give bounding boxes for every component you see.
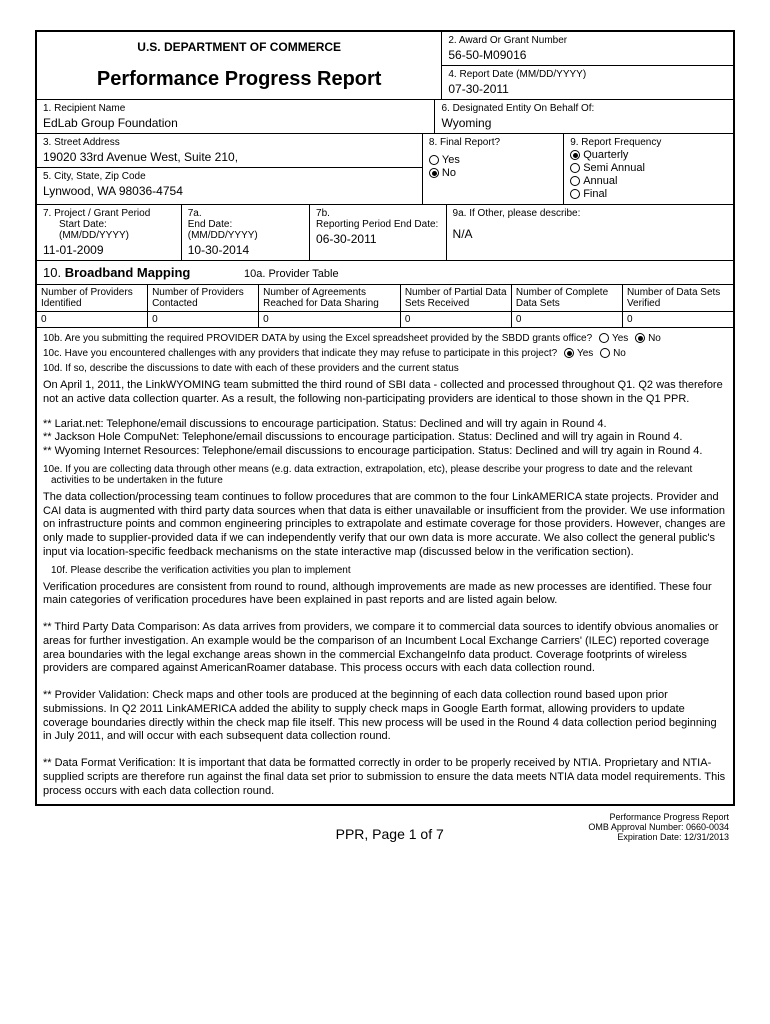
q10c-yes-option[interactable]: Yes xyxy=(564,348,593,359)
final-yes-option[interactable]: Yes xyxy=(429,154,557,166)
footer-page: PPR, Page 1 of 7 xyxy=(191,826,588,842)
q10c-yes-label: Yes xyxy=(577,348,593,359)
city-value: Lynwood, WA 98036-4754 xyxy=(43,184,416,198)
page-footer: PPR, Page 1 of 7 Performance Progress Re… xyxy=(35,808,735,842)
q10e-label: 10e. If you are collecting data through … xyxy=(37,462,733,488)
period-start-sublabel: Start Date: (MM/DD/YYYY) xyxy=(43,219,175,241)
sec10-title: Broadband Mapping xyxy=(65,265,191,280)
freq-quarterly-option[interactable]: Quarterly xyxy=(570,149,727,161)
cell-value: 0 xyxy=(512,312,623,327)
entity-label: 6. Designated Entity On Behalf Of: xyxy=(441,103,727,114)
street-value: 19020 33rd Avenue West, Suite 210, xyxy=(43,150,416,164)
q10b-line: 10b. Are you submitting the required PRO… xyxy=(37,328,733,346)
final-yes-label: Yes xyxy=(442,154,460,166)
form-container: U.S. DEPARTMENT OF COMMERCE Performance … xyxy=(35,30,735,806)
award-value: 56-50-M09016 xyxy=(448,48,727,62)
final-report-label: 8. Final Report? xyxy=(429,137,557,148)
cell-value: 0 xyxy=(37,312,148,327)
entity-value: Wyoming xyxy=(441,116,727,130)
report-date-value: 07-30-2011 xyxy=(448,82,727,96)
q10c-line: 10c. Have you encountered challenges wit… xyxy=(37,346,733,361)
provider-table-row: 0 0 0 0 0 0 xyxy=(37,312,733,328)
header-left: U.S. DEPARTMENT OF COMMERCE Performance … xyxy=(37,32,442,99)
freq-label: 9. Report Frequency xyxy=(570,137,727,148)
q10b-yes-option[interactable]: Yes xyxy=(599,333,628,344)
department-name: U.S. DEPARTMENT OF COMMERCE xyxy=(137,40,341,54)
report-date-label: 4. Report Date (MM/DD/YYYY) xyxy=(448,69,727,80)
sec10-subtitle: 10a. Provider Table xyxy=(244,268,339,280)
report-title: Performance Progress Report xyxy=(97,68,382,91)
period-rep-sublabel: Reporting Period End Date: xyxy=(316,219,440,230)
period-other-label: 9a. If Other, please describe: xyxy=(453,208,727,219)
street-label: 3. Street Address xyxy=(43,137,416,148)
freq-final-label: Final xyxy=(583,188,607,200)
bullet-10d-1: ** Lariat.net: Telephone/email discussio… xyxy=(37,410,733,432)
footer-r1: Performance Progress Report xyxy=(588,812,729,822)
freq-final-option[interactable]: Final xyxy=(570,188,727,200)
period-start-label: 7. Project / Grant Period xyxy=(43,208,175,219)
city-label: 5. City, State, Zip Code xyxy=(43,171,416,182)
body-10e: The data collection/processing team cont… xyxy=(37,488,733,563)
period-rep-label: 7b. xyxy=(316,208,440,219)
body-10d: On April 1, 2011, the LinkWYOMING team s… xyxy=(37,376,733,410)
q10c-text: 10c. Have you encountered challenges wit… xyxy=(43,348,557,359)
provider-table-header: Number of Providers Identified Number of… xyxy=(37,285,733,312)
cell-value: 0 xyxy=(259,312,401,327)
header-right: 2. Award Or Grant Number 56-50-M09016 4.… xyxy=(442,32,733,99)
freq-annual-option[interactable]: Annual xyxy=(570,175,727,187)
body-10f-p2: ** Provider Validation: Check maps and o… xyxy=(37,679,733,747)
q10b-no-label: No xyxy=(648,333,661,344)
bullet-10d-2: ** Jackson Hole CompuNet: Telephone/emai… xyxy=(37,431,733,445)
final-no-label: No xyxy=(442,167,456,179)
final-no-option[interactable]: No xyxy=(429,167,557,179)
award-label: 2. Award Or Grant Number xyxy=(448,35,727,46)
col-header: Number of Providers Contacted xyxy=(148,285,259,311)
recipient-name-label: 1. Recipient Name xyxy=(43,103,428,114)
q10f-label: 10f. Please describe the verification ac… xyxy=(37,563,733,578)
q10b-no-option[interactable]: No xyxy=(635,333,661,344)
body-10f-p1: ** Third Party Data Comparison: As data … xyxy=(37,611,733,679)
q10c-no-option[interactable]: No xyxy=(600,348,626,359)
period-other-value: N/A xyxy=(453,227,727,241)
sec10-num: 10. xyxy=(43,265,61,280)
q10b-text: 10b. Are you submitting the required PRO… xyxy=(43,333,592,344)
period-rep-value: 06-30-2011 xyxy=(316,232,440,246)
period-start-value: 11-01-2009 xyxy=(43,243,175,257)
q10c-no-label: No xyxy=(613,348,626,359)
q10b-yes-label: Yes xyxy=(612,333,628,344)
freq-annual-label: Annual xyxy=(583,175,617,187)
cell-value: 0 xyxy=(401,312,512,327)
body-10f-intro: Verification procedures are consistent f… xyxy=(37,578,733,612)
section-10-header: 10. Broadband Mapping 10a. Provider Tabl… xyxy=(37,261,733,285)
freq-semi-option[interactable]: Semi Annual xyxy=(570,162,727,174)
period-end-value: 10-30-2014 xyxy=(188,243,303,257)
period-end-sublabel: End Date: (MM/DD/YYYY) xyxy=(188,219,303,241)
footer-r2: OMB Approval Number: 0660-0034 xyxy=(588,822,729,832)
cell-value: 0 xyxy=(148,312,259,327)
body-10f-p3: ** Data Format Verification: It is impor… xyxy=(37,747,733,804)
freq-semi-label: Semi Annual xyxy=(583,162,645,174)
footer-r3: Expiration Date: 12/31/2013 xyxy=(588,832,729,842)
cell-value: 0 xyxy=(623,312,733,327)
bullet-10d-3: ** Wyoming Internet Resources: Telephone… xyxy=(37,445,733,462)
col-header: Number of Partial Data Sets Received xyxy=(401,285,512,311)
recipient-name-value: EdLab Group Foundation xyxy=(43,116,428,130)
freq-quarterly-label: Quarterly xyxy=(583,149,628,161)
q10d-label: 10d. If so, describe the discussions to … xyxy=(37,361,733,376)
col-header: Number of Data Sets Verified xyxy=(623,285,733,311)
period-end-label: 7a. xyxy=(188,208,303,219)
col-header: Number of Agreements Reached for Data Sh… xyxy=(259,285,401,311)
col-header: Number of Complete Data Sets xyxy=(512,285,623,311)
col-header: Number of Providers Identified xyxy=(37,285,148,311)
